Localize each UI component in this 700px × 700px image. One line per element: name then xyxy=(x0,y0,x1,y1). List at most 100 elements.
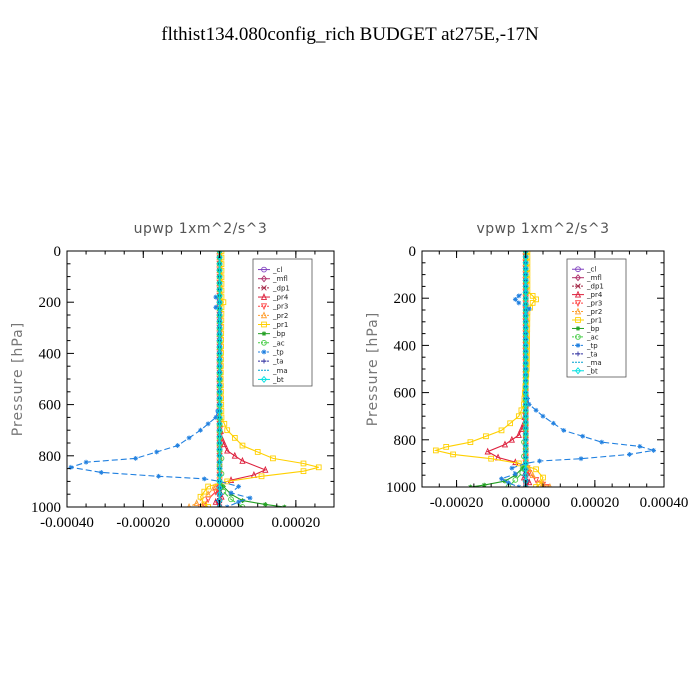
legend-marker xyxy=(574,307,582,315)
data-point xyxy=(205,504,211,507)
panel-title: upwp 1xm^2/s^3 xyxy=(134,221,268,237)
legend-marker xyxy=(575,351,581,357)
legend: _cl_mfl_dp1_pr4_pr3_pr2_pr1_bp_ac_tp_ta_… xyxy=(252,258,313,387)
legend-label: _ta xyxy=(586,350,598,358)
data-point xyxy=(210,483,217,491)
y-tick-label: 400 xyxy=(39,346,62,362)
x-tick-label: 0.00020 xyxy=(271,515,320,531)
data-point xyxy=(484,447,491,455)
data-point xyxy=(231,435,238,441)
legend-marker xyxy=(575,266,581,273)
data-point xyxy=(236,484,242,489)
y-tick-label: 200 xyxy=(394,291,417,307)
data-point xyxy=(443,444,450,450)
legend-marker xyxy=(575,283,581,289)
legend-label: _ac xyxy=(272,339,285,347)
data-point xyxy=(515,460,522,467)
data-point xyxy=(212,497,219,505)
data-point xyxy=(651,448,657,453)
data-point xyxy=(228,496,234,503)
legend-marker xyxy=(575,274,581,282)
data-point xyxy=(467,439,474,446)
data-point xyxy=(68,464,74,470)
legend-marker xyxy=(260,293,268,300)
data-point xyxy=(258,473,265,480)
data-point xyxy=(193,499,200,507)
data-point xyxy=(231,451,238,459)
data-point xyxy=(156,473,161,479)
data-point xyxy=(262,502,268,507)
data-point xyxy=(519,465,525,471)
y-tick-label: 1000 xyxy=(386,480,416,496)
legend-label: _ta xyxy=(272,358,284,366)
data-point xyxy=(543,484,550,487)
legend-label: _cl xyxy=(272,266,282,274)
legend-label: _dp1 xyxy=(272,284,290,292)
legend-label: _pr3 xyxy=(272,303,288,311)
data-point xyxy=(550,420,556,426)
legend-label: _ma xyxy=(586,359,602,367)
data-point xyxy=(213,415,219,420)
y-tick-label: 800 xyxy=(39,449,62,465)
data-point xyxy=(198,427,203,433)
data-point xyxy=(540,413,546,419)
data-point xyxy=(432,447,439,454)
data-point xyxy=(488,455,494,462)
data-point xyxy=(228,490,234,496)
legend: _cl_mfl_dp1_pr4_pr3_pr2_pr1_bp_ac_tp_ta_… xyxy=(566,258,627,378)
legend-label: _dp1 xyxy=(586,283,604,291)
legend-label: _bp xyxy=(272,330,286,338)
legend-marker xyxy=(575,326,581,331)
data-point xyxy=(216,503,223,507)
x-tick-label: -0.00020 xyxy=(430,495,484,511)
data-point xyxy=(507,420,514,427)
data-point xyxy=(526,469,533,477)
data-point xyxy=(578,456,584,462)
x-tick-label: -0.00040 xyxy=(40,515,94,531)
legend-marker xyxy=(575,317,581,323)
data-point xyxy=(175,443,181,448)
data-point xyxy=(481,482,487,487)
data-point xyxy=(518,425,525,433)
x-tick-label: 0.00020 xyxy=(570,495,619,511)
vpwp-panel: vpwp 1xm^2/s^3 Pressure [hPa] 0 200 400 600 80… xyxy=(365,221,688,511)
legend-marker xyxy=(575,342,581,348)
data-point xyxy=(512,477,519,483)
legend-marker xyxy=(260,311,268,319)
y-axis-label: Pressure [hPa] xyxy=(365,312,381,426)
legend-label: _tp xyxy=(586,342,598,350)
legend-label: _tp xyxy=(272,348,284,356)
data-point xyxy=(98,470,104,475)
legend-label: _bp xyxy=(586,325,600,333)
legend-marker xyxy=(261,285,267,291)
y-tick-label: 200 xyxy=(39,295,62,311)
data-point xyxy=(526,478,533,486)
legend-label: _pr4 xyxy=(272,294,289,302)
legend-label: _pr1 xyxy=(272,321,288,329)
data-point xyxy=(537,458,542,464)
data-point xyxy=(512,471,518,477)
y-tick-label: 600 xyxy=(39,398,62,414)
data-point xyxy=(239,456,246,464)
data-point xyxy=(239,442,246,449)
data-point xyxy=(213,304,219,310)
legend-label: _pr2 xyxy=(586,308,602,316)
series-group xyxy=(432,251,657,487)
data-point xyxy=(300,460,307,467)
data-point xyxy=(247,495,253,501)
panel-title: vpwp 1xm^2/s^3 xyxy=(476,221,609,237)
data-point xyxy=(154,449,160,455)
data-point xyxy=(627,452,632,457)
y-tick-label: 0 xyxy=(54,244,62,260)
data-point xyxy=(205,421,211,427)
legend-marker xyxy=(574,290,582,298)
data-point xyxy=(533,484,539,487)
data-point xyxy=(533,407,539,413)
data-point xyxy=(221,440,228,448)
y-tick-label: 0 xyxy=(409,244,417,260)
series-line-pr2 xyxy=(188,251,221,507)
data-point xyxy=(529,471,536,479)
series-group xyxy=(68,251,322,507)
x-tick-label: 0.00000 xyxy=(501,495,550,511)
